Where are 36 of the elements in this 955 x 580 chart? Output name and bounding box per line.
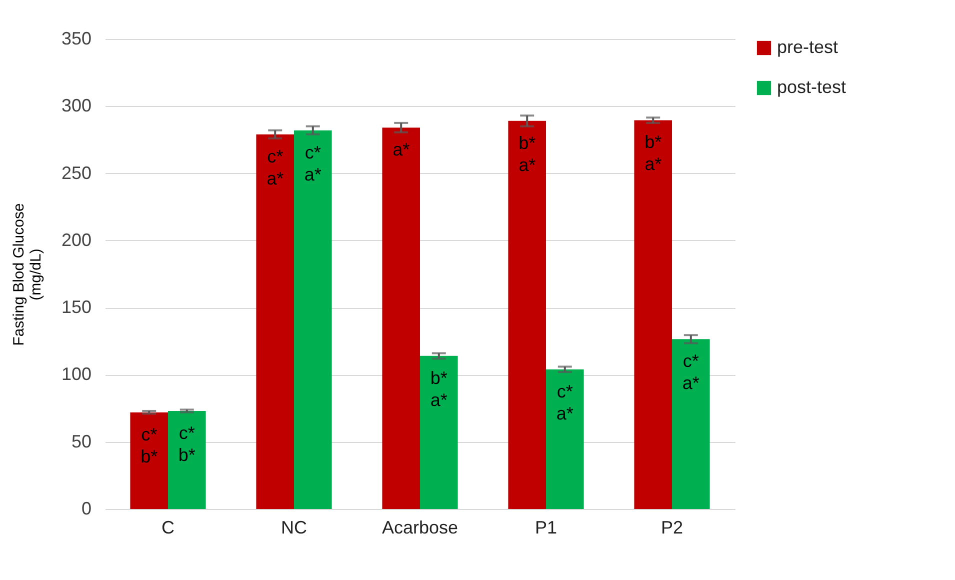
data-label: b* a* <box>518 132 536 175</box>
y-tick-label: 300 <box>61 96 92 116</box>
bar <box>130 412 168 509</box>
y-tick-label: 50 <box>71 431 92 452</box>
legend-label: pre-test <box>777 37 838 57</box>
data-label: c* b* <box>140 424 158 466</box>
x-tick-label: P1 <box>534 518 558 538</box>
data-label: b* a* <box>430 368 448 410</box>
y-axis-title: Fasting Blod Glucose (mg/dL) <box>10 203 44 346</box>
bar <box>168 410 206 509</box>
x-tick-label: P2 <box>660 518 684 538</box>
bar <box>672 339 710 509</box>
y-tick-label: 350 <box>61 28 92 48</box>
bar <box>382 128 420 509</box>
y-tick-label: 100 <box>61 364 92 384</box>
data-label: b* a* <box>644 132 662 174</box>
data-label: c* a* <box>682 351 700 394</box>
data-label: c* b* <box>178 422 196 465</box>
data-label: c* a* <box>304 142 322 184</box>
data-label: c* a* <box>556 381 574 424</box>
x-tick-label: Acarbose <box>382 518 458 538</box>
bar <box>256 134 294 509</box>
bar <box>546 369 584 509</box>
x-tick-label: NC <box>281 518 307 538</box>
y-tick-label: 200 <box>61 230 92 250</box>
y-tick-label: 250 <box>61 162 92 183</box>
data-label: c* a* <box>266 146 284 188</box>
bar <box>508 120 546 509</box>
legend-label: post-test <box>777 77 846 97</box>
data-label: a* <box>392 140 410 160</box>
bar <box>294 130 332 509</box>
y-tick-label: 0 <box>81 498 92 518</box>
y-tick-label: 150 <box>61 297 92 318</box>
bar <box>634 120 672 509</box>
x-tick-label: C <box>162 518 174 538</box>
bar <box>420 356 458 509</box>
